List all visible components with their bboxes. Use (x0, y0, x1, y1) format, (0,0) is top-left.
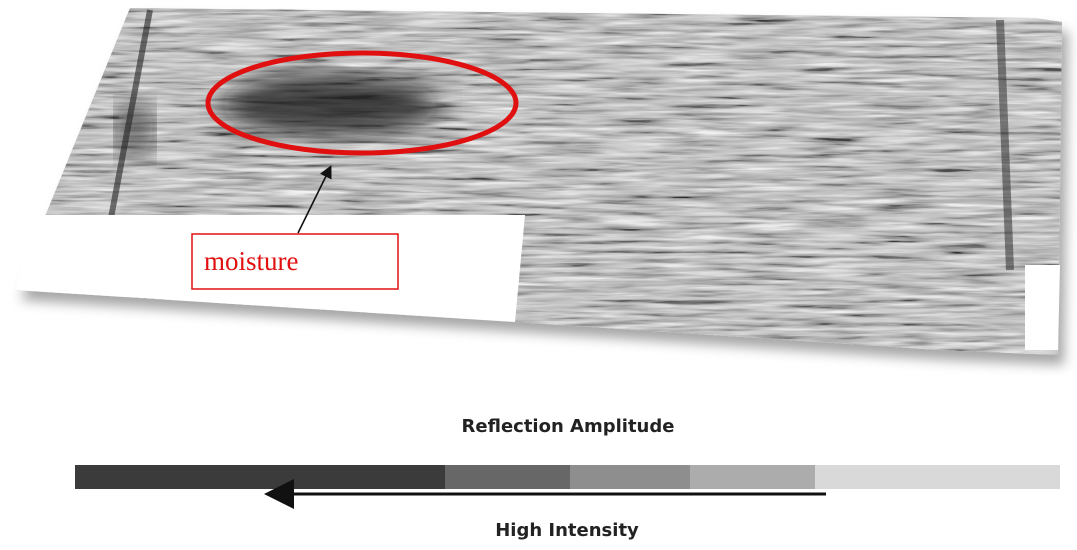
scale-direction: High Intensity (495, 520, 639, 541)
scale-title: Reflection Amplitude (462, 416, 675, 437)
label-box (191, 233, 399, 290)
annotation-label: moisture (204, 246, 299, 276)
highlight-ellipse (205, 50, 519, 156)
scale-bar (75, 465, 1060, 489)
scan-texture (15, 8, 1062, 355)
pointer-arrow (297, 165, 332, 234)
blank-panel (1025, 265, 1060, 350)
